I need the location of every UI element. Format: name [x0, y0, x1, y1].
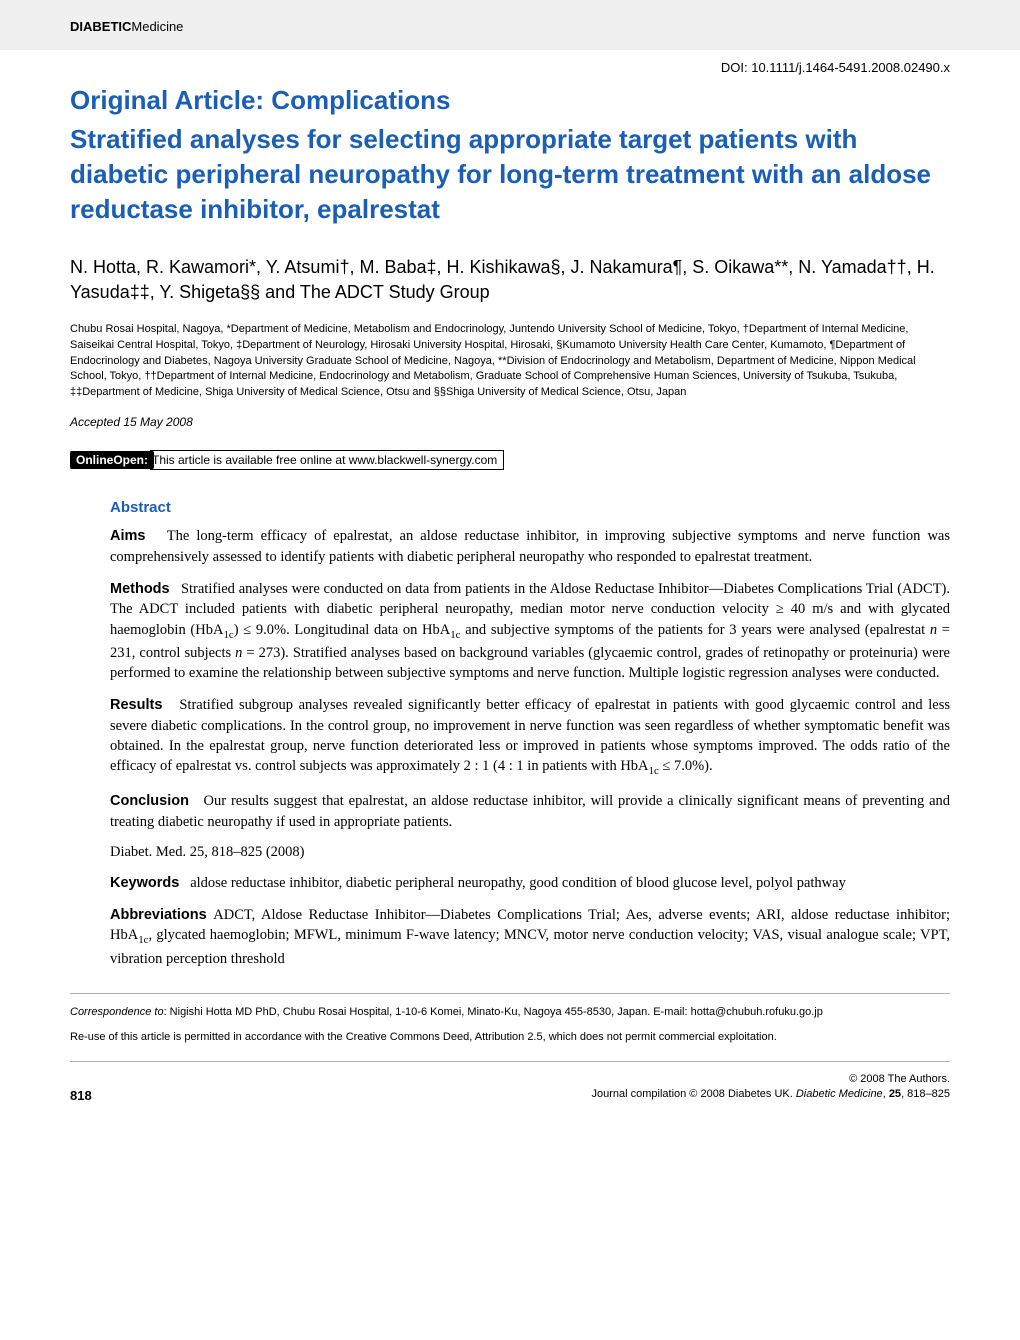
abstract-methods: Methods Stratified analyses were conduct…	[110, 579, 950, 683]
journal-name-bold: DIABETIC	[70, 19, 131, 34]
correspondence-label: Correspondence to	[70, 1006, 164, 1018]
page-number: 818	[70, 1088, 92, 1103]
keywords: Keywords aldose reductase inhibitor, dia…	[110, 873, 950, 893]
correspondence-text: : Nigishi Hotta MD PhD, Chubu Rosai Hosp…	[164, 1006, 823, 1018]
abstract-conclusion-text: Our results suggest that epalrestat, an …	[110, 793, 950, 829]
divider-bottom	[70, 1061, 950, 1062]
copyright-block: © 2008 The Authors. Journal compilation …	[591, 1072, 950, 1103]
abbreviations-text: ADCT, Aldose Reductase Inhibitor—Diabete…	[110, 907, 950, 966]
page-footer: 818 © 2008 The Authors. Journal compilat…	[70, 1072, 950, 1121]
article-title: Stratified analyses for selecting approp…	[70, 122, 950, 227]
abstract-conclusion: Conclusion Our results suggest that epal…	[110, 791, 950, 832]
abstract-results: Results Stratified subgroup analyses rev…	[110, 695, 950, 779]
onlineopen-badge: OnlineOpen:	[70, 451, 154, 469]
keywords-text: aldose reductase inhibitor, diabetic per…	[190, 875, 846, 891]
article-type: Original Article: Complications	[70, 85, 950, 116]
doi: DOI: 10.1111/j.1464-5491.2008.02490.x	[70, 60, 950, 75]
abbreviations: Abbreviations ADCT, Aldose Reductase Inh…	[110, 905, 950, 969]
abstract-methods-lead: Methods	[110, 581, 170, 597]
onlineopen-text: This article is available free online at…	[150, 450, 504, 470]
copyright-line-2: Journal compilation © 2008 Diabetes UK. …	[591, 1087, 950, 1102]
content-area: DOI: 10.1111/j.1464-5491.2008.02490.x Or…	[0, 50, 1020, 1131]
abstract-results-lead: Results	[110, 697, 162, 713]
abstract-aims-lead: Aims	[110, 528, 145, 544]
divider-top	[70, 993, 950, 994]
citation: Diabet. Med. 25, 818–825 (2008)	[110, 844, 950, 861]
journal-header-bar: DIABETICMedicine	[0, 0, 1020, 50]
abstract-aims: Aims The long-term efficacy of epalresta…	[110, 526, 950, 567]
abstract-results-text: Stratified subgroup analyses revealed si…	[110, 697, 950, 774]
reuse-statement: Re-use of this article is permitted in a…	[70, 1029, 950, 1047]
keywords-lead: Keywords	[110, 875, 179, 891]
onlineopen-row: OnlineOpen:This article is available fre…	[70, 451, 950, 469]
abbreviations-lead: Abbreviations	[110, 907, 207, 923]
copyright-line-1: © 2008 The Authors.	[591, 1072, 950, 1087]
author-list: N. Hotta, R. Kawamori*, Y. Atsumi†, M. B…	[70, 255, 950, 305]
abstract-heading: Abstract	[110, 499, 950, 516]
journal-name: DIABETICMedicine	[70, 19, 183, 34]
correspondence: Correspondence to: Nigishi Hotta MD PhD,…	[70, 1004, 950, 1022]
accepted-date: Accepted 15 May 2008	[70, 415, 950, 429]
abstract-conclusion-lead: Conclusion	[110, 793, 189, 809]
page: DIABETICMedicine DOI: 10.1111/j.1464-549…	[0, 0, 1020, 1131]
affiliations: Chubu Rosai Hospital, Nagoya, *Departmen…	[70, 322, 950, 402]
abstract-aims-text: The long-term efficacy of epalrestat, an…	[110, 528, 950, 564]
abstract-methods-text: Stratified analyses were conducted on da…	[110, 581, 950, 681]
journal-name-light: Medicine	[131, 19, 183, 34]
